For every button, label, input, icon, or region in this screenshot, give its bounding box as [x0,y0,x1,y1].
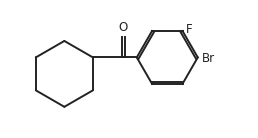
Text: O: O [119,21,128,34]
Text: Br: Br [201,52,215,65]
Text: F: F [186,23,193,36]
